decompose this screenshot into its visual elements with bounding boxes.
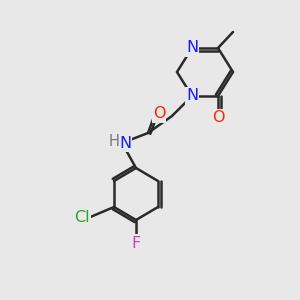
Text: N: N bbox=[186, 40, 198, 56]
Text: N: N bbox=[119, 136, 131, 151]
Text: O: O bbox=[212, 110, 224, 125]
Text: F: F bbox=[131, 236, 141, 250]
Text: O: O bbox=[153, 106, 165, 122]
Text: Cl: Cl bbox=[74, 211, 90, 226]
Text: N: N bbox=[186, 88, 198, 104]
Text: H: H bbox=[109, 134, 119, 148]
